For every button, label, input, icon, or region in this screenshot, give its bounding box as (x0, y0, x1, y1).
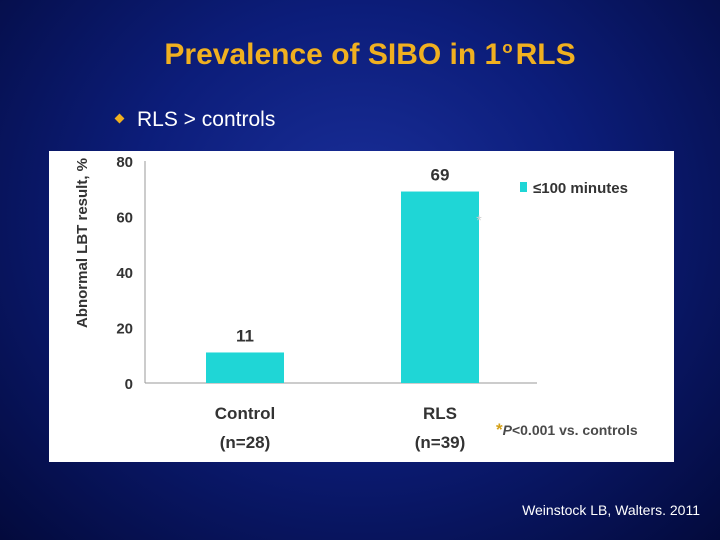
slide-title: Prevalence of SIBO in 1o RLS (0, 38, 720, 72)
legend-label: ≤100 minutes (533, 180, 628, 197)
footnote-asterisk: * (496, 420, 503, 439)
y-axis-label: Abnormal LBT result, % (74, 158, 91, 328)
bar-1 (206, 352, 284, 383)
footnote-text: <0.001 vs. controls (511, 422, 638, 438)
citation: Weinstock LB, Walters. 2011 (522, 502, 700, 518)
y-tick-label: 40 (116, 265, 133, 282)
footnote-p: P (502, 422, 512, 438)
chart-panel: Abnormal LBT result, % 0 20 40 60 80 11 Contr… (49, 151, 674, 462)
bullet-point: RLS > controls (114, 108, 276, 132)
title-main: Prevalence of SIBO in 1 (164, 38, 502, 71)
title-superscript: o (502, 38, 513, 57)
category-label: RLS (423, 404, 457, 423)
bar-value-label: 69 (431, 166, 450, 185)
y-tick-label: 0 (125, 376, 133, 393)
category-label: Control (215, 404, 275, 423)
y-tick-label: 60 (116, 210, 133, 227)
bar-chart: Abnormal LBT result, % 0 20 40 60 80 11 Contr… (74, 154, 628, 452)
bar-2 (401, 191, 479, 383)
footnote: *P<0.001 vs. controls (496, 420, 638, 440)
category-sample-size: (n=28) (220, 433, 271, 452)
diamond-bullet-icon (114, 113, 125, 124)
significance-asterisk: * (476, 212, 482, 228)
category-sample-size: (n=39) (415, 433, 466, 452)
y-tick-label: 20 (116, 321, 133, 338)
bar-value-label: 11 (236, 326, 254, 345)
bullet-text: RLS > controls (137, 108, 276, 131)
legend-swatch (520, 182, 527, 192)
title-end: RLS (515, 38, 576, 71)
y-tick-label: 80 (116, 154, 133, 171)
